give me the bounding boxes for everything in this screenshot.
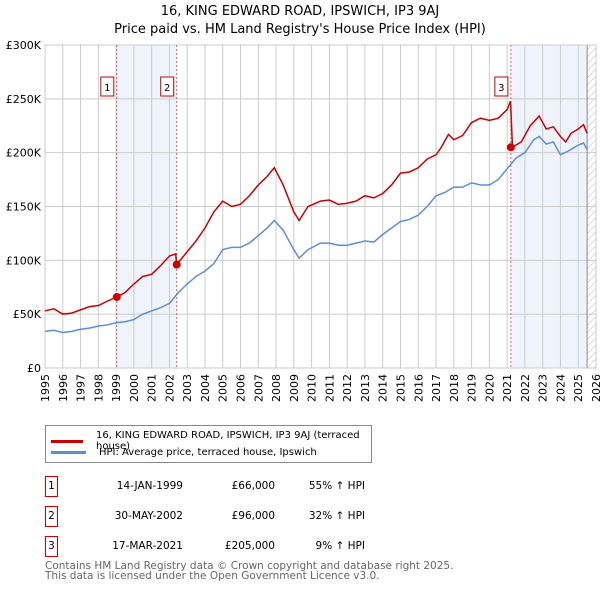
x-tick-label: 2025: [572, 374, 585, 402]
y-tick-label: £200K: [6, 147, 42, 160]
legend-label-property: 16, KING EDWARD ROAD, IPSWICH, IP3 9AJ (…: [96, 430, 360, 452]
series-line: [44, 135, 588, 334]
x-tick-label: 2020: [483, 374, 496, 402]
legend: 16, KING EDWARD ROAD, IPSWICH, IP3 9AJ (…: [45, 425, 372, 463]
x-tick-label: 1995: [39, 374, 52, 402]
sale-price: £66,000: [231, 480, 275, 492]
plot-frame: [44, 44, 597, 369]
y-tick-label: £250K: [6, 93, 42, 106]
sale-label-box: [494, 76, 509, 97]
sale-label: 2: [164, 83, 170, 94]
sale-date: 17-MAR-2021: [112, 540, 183, 552]
x-tick-label: 2024: [554, 374, 567, 402]
x-tick-label: 2007: [252, 374, 265, 402]
x-tick-label: 2003: [181, 374, 194, 402]
x-tick-label: 2000: [128, 374, 141, 402]
x-tick-label: 2005: [217, 374, 230, 402]
sale-row: 3 17-MAR-2021 £205,000 9% ↑ HPI: [45, 536, 445, 557]
chart-title: 16, KING EDWARD ROAD, IPSWICH, IP3 9AJ: [160, 4, 440, 19]
x-tick-label: 2004: [199, 374, 212, 402]
sale-row: 2 30-MAY-2002 £96,000 32% ↑ HPI: [45, 506, 445, 527]
sale-number-badge: 3: [45, 536, 58, 557]
x-tick-label: 2022: [519, 374, 532, 402]
sale-hpi-diff: 55% ↑ HPI: [308, 480, 365, 492]
x-tick-label: 2010: [306, 374, 319, 402]
sale-point: [172, 260, 181, 269]
x-tick-label: 2006: [235, 374, 248, 402]
x-tick-label: 2016: [412, 374, 425, 402]
plot-area: 1995 1996 1997 1998 1999 2000 2001 2002 2003 2004…: [6, 39, 600, 402]
sale-hpi-diff: 9% ↑ HPI: [315, 540, 365, 552]
y-tick-label: £50K: [13, 308, 42, 321]
series-line: [44, 100, 588, 315]
x-tick-label: 2011: [323, 374, 336, 402]
x-tick-label: 2009: [288, 374, 301, 402]
chart-subtitle: Price paid vs. HM Land Registry's House …: [114, 22, 486, 37]
x-tick-label: 2023: [537, 374, 550, 402]
y-tick-label: £150K: [6, 201, 42, 214]
sale-row: 1 14-JAN-1999 £66,000 55% ↑ HPI: [45, 476, 445, 497]
footer: Contains HM Land Registry data © Crown c…: [45, 560, 454, 582]
x-tick-label: 2001: [146, 374, 159, 402]
x-tick-label: 2014: [377, 374, 390, 402]
sale-number-badge: 1: [45, 476, 58, 497]
legend-label-hpi: HPI: Average price, terraced house, Ipsw…: [99, 447, 317, 458]
sale-price: £96,000: [231, 510, 275, 522]
footer-line-2: This data is licensed under the Open Gov…: [45, 570, 380, 582]
x-tick-label: 2013: [359, 374, 372, 402]
legend-swatch-property: [51, 439, 83, 443]
sale-label: 1: [104, 83, 110, 94]
x-tick-label: 1996: [57, 374, 70, 402]
footer-line-1: Contains HM Land Registry data © Crown c…: [45, 560, 454, 572]
sale-date: 30-MAY-2002: [114, 510, 183, 522]
y-tick-label: £300K: [6, 39, 42, 52]
x-tick-label: 2018: [448, 374, 461, 402]
sale-label-box: [160, 76, 175, 97]
legend-swatch-hpi: [51, 451, 86, 454]
x-tick-label: 2012: [341, 374, 354, 402]
x-tick-label: 2017: [430, 374, 443, 402]
sale-hpi-diff: 32% ↑ HPI: [308, 510, 365, 522]
x-tick-label: 1998: [92, 374, 105, 402]
x-tick-label: 2019: [466, 374, 479, 402]
x-tick-label: 2015: [394, 374, 407, 402]
sale-number-badge: 2: [45, 506, 58, 527]
x-tick-label: 1999: [110, 374, 123, 402]
y-tick-label: £100K: [6, 254, 42, 267]
x-tick-label: 2002: [163, 374, 176, 402]
x-tick-label: 2021: [501, 374, 514, 402]
x-tick-label: 2008: [270, 374, 283, 402]
sale-label: 3: [498, 83, 504, 94]
sale-price: £205,000: [224, 540, 275, 552]
sale-point: [506, 143, 515, 152]
x-tick-label: 2026: [590, 374, 600, 402]
sale-label-box: [100, 76, 115, 97]
y-tick-label: £0: [27, 362, 41, 375]
sale-date: 14-JAN-1999: [116, 480, 183, 492]
sale-point: [112, 292, 121, 301]
x-tick-label: 1997: [75, 374, 88, 402]
